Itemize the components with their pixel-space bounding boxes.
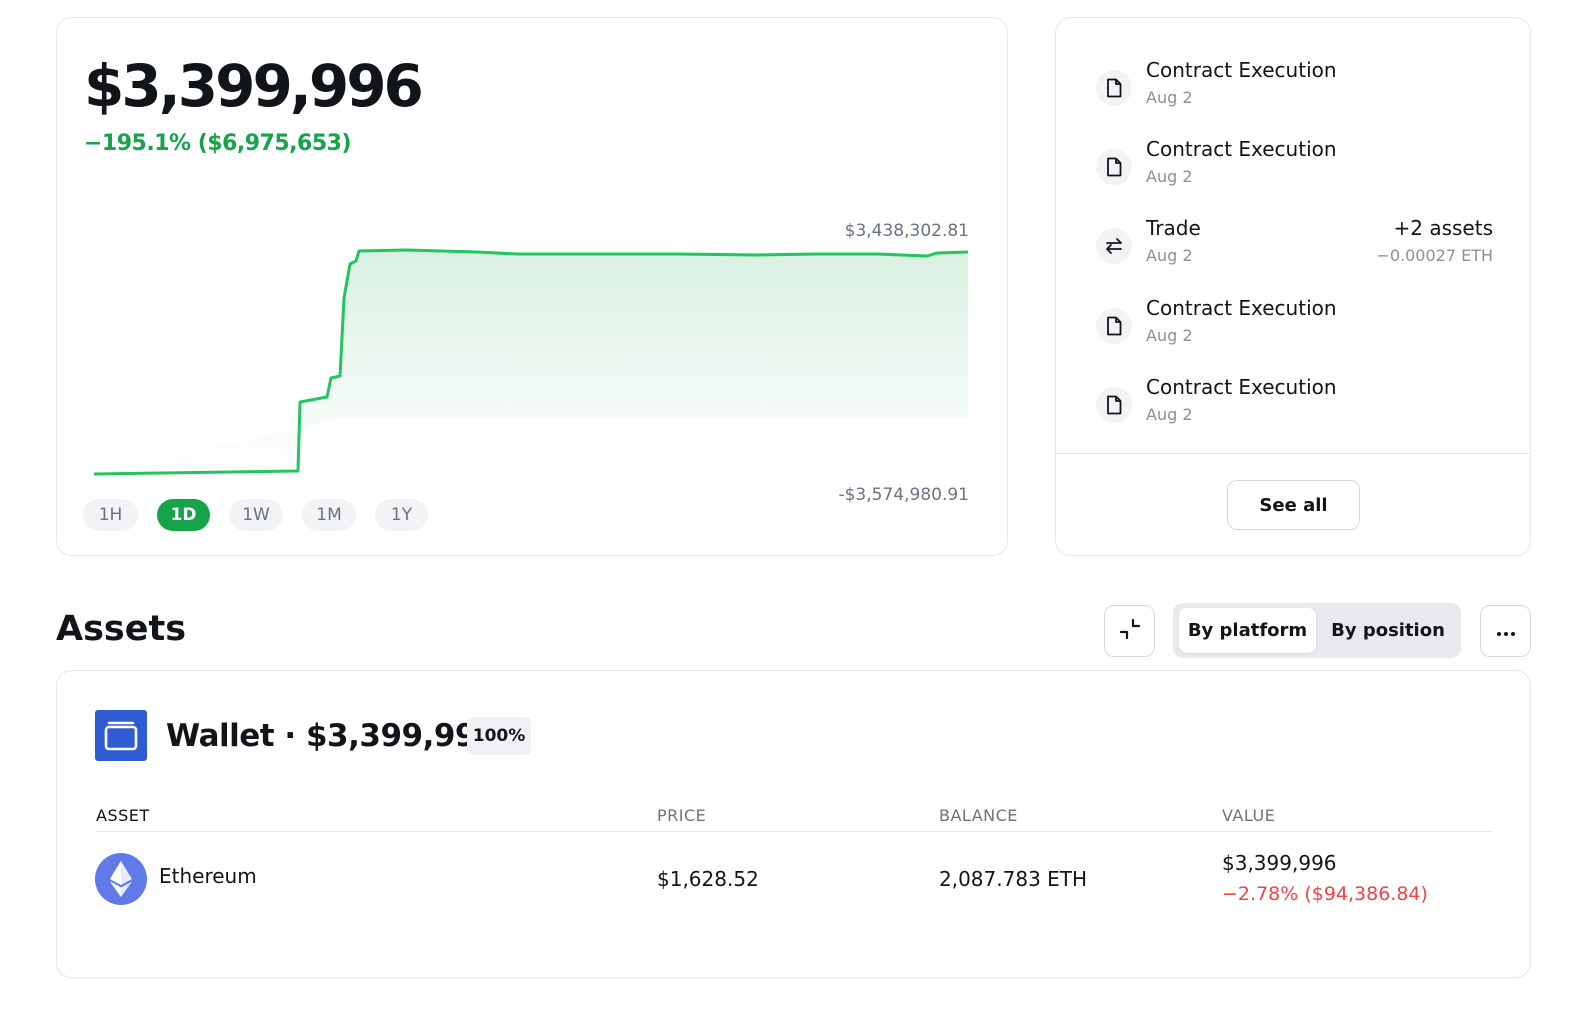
portfolio-change: −195.1% ($6,975,653) (84, 131, 352, 156)
document-icon (1096, 387, 1132, 423)
activity-date: Aug 2 (1146, 405, 1193, 424)
more-options-button[interactable] (1480, 605, 1531, 657)
view-toggle: By platform By position (1173, 603, 1461, 658)
table-header-divider (95, 831, 1492, 832)
more-dots-icon (1496, 622, 1516, 641)
see-all-button[interactable]: See all (1227, 480, 1360, 530)
chart-max-label: $3,438,302.81 (844, 221, 969, 241)
chart-area-fill (94, 250, 968, 474)
activity-item[interactable]: Contract Execution Aug 2 (1092, 137, 1496, 197)
document-icon (1096, 149, 1132, 185)
activity-assets-count: +2 assets (1393, 216, 1493, 240)
by-platform-tab[interactable]: By platform (1179, 608, 1316, 653)
time-range-selector: 1H 1D 1W 1M 1Y (83, 499, 447, 531)
range-1y-button[interactable]: 1Y (375, 499, 428, 531)
activity-title: Contract Execution (1146, 58, 1337, 82)
portfolio-chart (93, 248, 969, 476)
activity-date: Aug 2 (1146, 246, 1193, 265)
asset-value-change: −2.78% ($94,386.84) (1222, 883, 1428, 905)
asset-value: $3,399,996 (1222, 851, 1337, 875)
column-header-price[interactable]: PRICE (657, 806, 707, 825)
activity-card: Contract Execution Aug 2 Contract Execut… (1055, 17, 1531, 556)
activity-item[interactable]: Contract Execution Aug 2 (1092, 296, 1496, 356)
wallet-percentage-badge: 100% (467, 717, 531, 755)
range-1h-button[interactable]: 1H (83, 499, 138, 531)
activity-date: Aug 2 (1146, 167, 1193, 186)
collapse-button[interactable] (1104, 605, 1155, 657)
activity-title: Contract Execution (1146, 375, 1337, 399)
activity-item[interactable]: Contract Execution Aug 2 (1092, 375, 1496, 435)
asset-balance: 2,087.783 ETH (939, 867, 1088, 891)
chart-line (93, 248, 969, 476)
column-header-asset[interactable]: ASSET (96, 806, 150, 825)
portfolio-total-value: $3,399,996 (84, 52, 424, 120)
assets-heading: Assets (56, 609, 187, 649)
by-position-tab[interactable]: By position (1331, 620, 1445, 641)
wallet-card: Wallet · $3,399,996 100% ASSET PRICE BAL… (56, 670, 1531, 978)
swap-arrows-icon (1096, 228, 1132, 264)
document-icon (1096, 70, 1132, 106)
wallet-icon (95, 710, 147, 761)
activity-title: Contract Execution (1146, 137, 1337, 161)
activity-title: Contract Execution (1146, 296, 1337, 320)
range-1m-button[interactable]: 1M (302, 499, 356, 531)
portfolio-card: $3,399,996 −195.1% ($6,975,653) $3,438,3… (56, 17, 1008, 556)
activity-title: Trade (1146, 216, 1201, 240)
column-header-value[interactable]: VALUE (1222, 806, 1276, 825)
range-1w-button[interactable]: 1W (229, 499, 283, 531)
activity-item[interactable]: Trade Aug 2 +2 assets −0.00027 ETH (1092, 216, 1496, 276)
range-1d-button[interactable]: 1D (157, 499, 210, 531)
collapse-arrows-icon (1119, 618, 1141, 644)
chart-min-label: -$3,574,980.91 (838, 485, 969, 505)
activity-item[interactable]: Contract Execution Aug 2 (1092, 58, 1496, 118)
activity-amount: −0.00027 ETH (1376, 246, 1493, 265)
document-icon (1096, 308, 1132, 344)
activity-date: Aug 2 (1146, 88, 1193, 107)
asset-price: $1,628.52 (657, 867, 759, 891)
activity-divider (1056, 453, 1530, 454)
asset-name: Ethereum (159, 864, 257, 888)
ethereum-icon (95, 853, 147, 905)
wallet-title: Wallet · $3,399,996 (166, 718, 498, 754)
column-header-balance[interactable]: BALANCE (939, 806, 1018, 825)
activity-date: Aug 2 (1146, 326, 1193, 345)
